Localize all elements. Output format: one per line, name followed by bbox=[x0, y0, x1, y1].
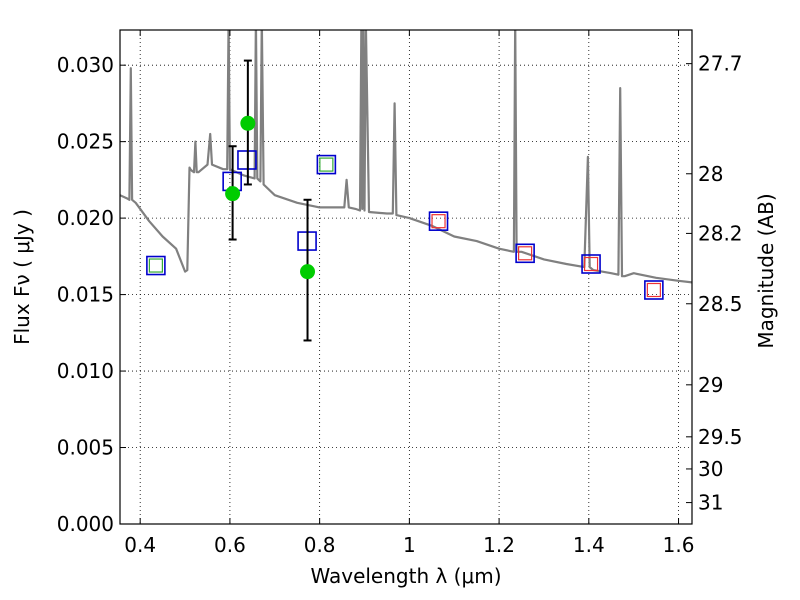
right-tick-label: 30 bbox=[698, 457, 723, 481]
x-axis-title: Wavelength λ (μm) bbox=[310, 564, 501, 588]
x-tick-label: 0.8 bbox=[304, 533, 336, 557]
y-tick-label: 0.030 bbox=[57, 53, 114, 77]
right-tick-label: 27.7 bbox=[698, 52, 743, 76]
right-tick-label: 28 bbox=[698, 162, 723, 186]
right-tick-label: 29 bbox=[698, 373, 723, 397]
x-tick-label: 0.4 bbox=[124, 533, 156, 557]
model-spectrum-line bbox=[120, 30, 692, 284]
model-photometry-inner-square bbox=[148, 258, 163, 273]
y-tick-label: 0.025 bbox=[57, 130, 114, 154]
y-tick-label: 0.000 bbox=[57, 512, 114, 536]
model-photometry-inner-square bbox=[431, 214, 446, 229]
model-photometry-square bbox=[146, 255, 166, 276]
x-tick-label: 0.6 bbox=[214, 533, 246, 557]
model-photometry-inner-square bbox=[518, 246, 533, 261]
model-photometry-inner-square bbox=[646, 282, 661, 298]
x-tick-label: 1 bbox=[403, 533, 416, 557]
model-photometry-inner-square bbox=[319, 157, 334, 172]
model-photometry-square bbox=[428, 211, 449, 231]
right-tick-label: 31 bbox=[698, 491, 723, 515]
y-tick-label: 0.005 bbox=[57, 436, 114, 460]
y-tick-label: 0.020 bbox=[57, 206, 114, 230]
model-photometry-square bbox=[515, 243, 535, 264]
right-tick-label: 28.2 bbox=[698, 221, 743, 245]
observed-flux-point bbox=[240, 115, 256, 131]
right-axis-title: Magnitude (AB) bbox=[754, 193, 778, 348]
plot-area bbox=[120, 30, 692, 342]
model-photometry-square bbox=[316, 154, 337, 175]
axis-ticks bbox=[120, 30, 692, 525]
right-tick-label: 28.5 bbox=[698, 292, 743, 316]
tick-labels: 0.4 0.6 0.8 1 1.2 1.4 1.6 0.000 0.005 0.010 0.015 0… bbox=[57, 52, 743, 557]
plot-clip-group bbox=[120, 30, 692, 342]
plot-frame bbox=[119, 29, 693, 525]
model-photometry-inner-square bbox=[583, 256, 599, 272]
model-photometry-square bbox=[581, 254, 601, 274]
model-photometry-square bbox=[644, 280, 664, 300]
observed-flux-point bbox=[300, 264, 316, 280]
x-tick-label: 1.6 bbox=[663, 533, 695, 557]
right-tick-label: 29.5 bbox=[698, 425, 743, 449]
y-axis-title: Flux Fν ( μJy ) bbox=[10, 209, 34, 345]
observed-flux-point bbox=[225, 186, 241, 202]
y-tick-label: 0.010 bbox=[57, 359, 114, 383]
y-tick-label: 0.015 bbox=[57, 283, 114, 307]
x-tick-label: 1.4 bbox=[573, 533, 605, 557]
x-tick-label: 1.2 bbox=[483, 533, 515, 557]
grid-lines bbox=[120, 30, 692, 525]
